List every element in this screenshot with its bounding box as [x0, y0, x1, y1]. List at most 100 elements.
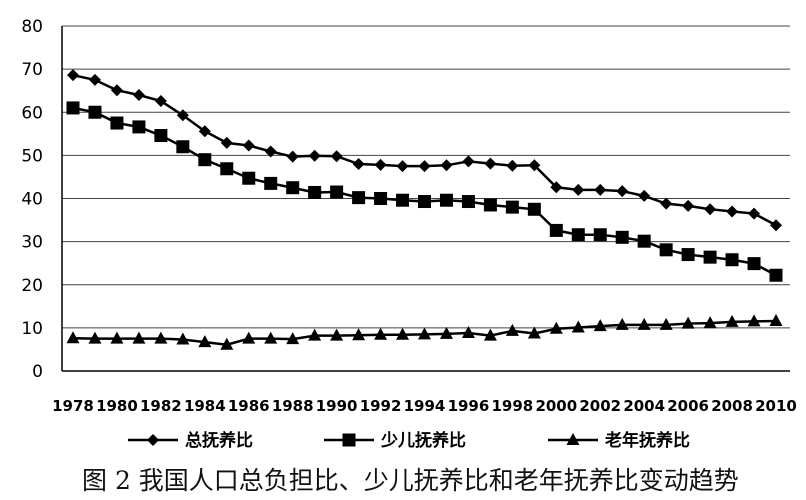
legend-item: 少儿抚养比	[324, 430, 466, 451]
data-point	[506, 159, 519, 172]
data-point	[330, 328, 344, 341]
legend-item: 老年抚养比	[548, 430, 690, 451]
data-point	[264, 145, 277, 158]
x-tick-label: 2002	[579, 397, 621, 415]
data-point	[704, 203, 717, 216]
series-3	[66, 313, 783, 350]
data-point	[615, 230, 629, 244]
data-point	[439, 193, 453, 207]
gridlines	[62, 25, 790, 329]
data-point	[374, 327, 388, 340]
x-tick-label: 1988	[272, 397, 314, 415]
legend-label: 总抚养比	[185, 430, 253, 451]
y-tick-label: 20	[21, 276, 43, 296]
y-tick-label: 30	[21, 233, 43, 253]
data-point	[88, 73, 101, 86]
data-point	[330, 150, 343, 163]
data-point	[418, 195, 431, 209]
data-point	[286, 332, 300, 345]
x-tick-label: 2000	[535, 397, 577, 415]
data-point	[396, 193, 410, 207]
data-point	[242, 139, 255, 152]
data-point	[286, 181, 300, 195]
data-point	[352, 158, 365, 170]
data-point	[637, 234, 651, 248]
data-point	[132, 120, 146, 134]
data-point	[374, 158, 387, 171]
data-point	[88, 331, 102, 344]
x-tick-label: 1994	[404, 397, 446, 415]
data-point	[615, 317, 629, 330]
data-point	[703, 316, 717, 329]
data-point	[572, 183, 585, 196]
data-point	[439, 326, 453, 339]
data-point	[132, 89, 145, 101]
data-point	[703, 250, 717, 264]
data-point	[308, 185, 322, 199]
data-point	[505, 323, 519, 336]
data-point	[527, 326, 541, 339]
data-point	[637, 317, 651, 330]
data-point	[110, 116, 124, 130]
data-point	[220, 162, 234, 176]
legend: 总抚养比 少儿抚养比 老年抚养比	[128, 430, 690, 451]
data-point	[484, 157, 497, 170]
x-tick-label: 2010	[755, 397, 797, 415]
x-tick-label: 2008	[711, 397, 753, 415]
data-point	[769, 313, 783, 326]
data-point	[352, 191, 366, 205]
data-point	[220, 337, 234, 350]
data-point	[528, 159, 541, 172]
data-point	[505, 200, 519, 214]
data-point	[198, 153, 212, 167]
data-point	[220, 136, 233, 149]
data-point	[330, 185, 344, 199]
legend-item: 总抚养比	[128, 430, 253, 451]
data-point	[550, 181, 563, 194]
legend-label: 老年抚养比	[604, 430, 690, 451]
data-point	[549, 223, 563, 237]
data-point	[374, 192, 388, 205]
series-group	[66, 69, 783, 350]
y-tick-label: 0	[32, 362, 43, 382]
x-axis-ticks: 1978 1980 1982 1984 1986 1988 1990 1992 1994 1996…	[52, 397, 797, 415]
data-point	[286, 150, 299, 163]
y-axis-ticks: 0 10 20 30 40 50 60 70 80	[21, 17, 43, 382]
data-point	[659, 317, 673, 330]
data-point	[462, 155, 475, 168]
data-point	[769, 268, 783, 282]
data-point	[549, 321, 563, 334]
data-point	[593, 319, 607, 332]
x-tick-label: 2004	[623, 397, 665, 415]
data-point	[725, 314, 739, 327]
data-point	[681, 248, 695, 262]
y-tick-label: 80	[21, 17, 43, 37]
data-point	[264, 331, 278, 344]
y-tick-label: 70	[21, 60, 43, 80]
data-point	[593, 228, 607, 242]
data-point	[110, 331, 124, 344]
legend-marker	[342, 433, 356, 447]
data-point	[66, 101, 80, 115]
data-point	[770, 219, 782, 232]
series-2	[66, 101, 783, 282]
x-tick-label: 1984	[184, 397, 226, 415]
x-tick-label: 1992	[360, 397, 402, 415]
data-point	[660, 197, 673, 210]
data-point	[154, 95, 167, 108]
data-point	[352, 328, 366, 341]
data-point	[242, 171, 256, 185]
x-tick-label: 1996	[448, 397, 490, 415]
data-point	[242, 331, 256, 344]
data-point	[66, 331, 80, 344]
data-point	[88, 105, 102, 119]
data-point	[682, 199, 695, 212]
x-tick-label: 1982	[140, 397, 182, 415]
data-point	[681, 316, 695, 329]
data-point	[725, 253, 739, 267]
data-point	[748, 207, 761, 220]
data-point	[132, 331, 146, 344]
data-point	[483, 198, 497, 212]
legend-marker	[147, 434, 159, 446]
